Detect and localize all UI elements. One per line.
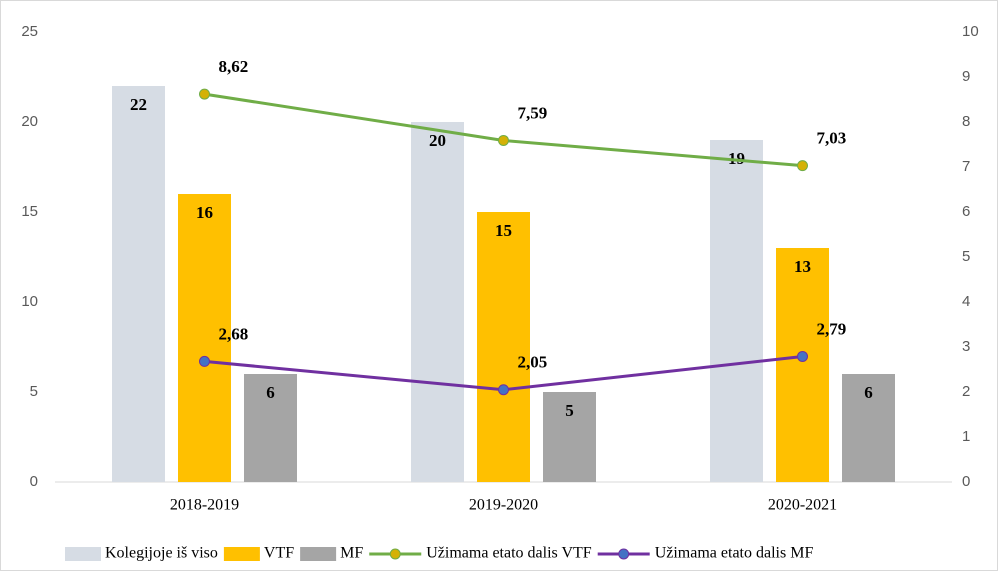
- bar-label: 6: [266, 383, 275, 402]
- legend-label: Užimama etato dalis VTF: [426, 545, 592, 562]
- legend-label: Kolegijoje iš viso: [105, 545, 218, 562]
- line-label: 2,79: [817, 319, 847, 338]
- y2-tick-label: 0: [962, 473, 970, 490]
- line-marker: [797, 350, 808, 362]
- x-tick-label: 2018-2019: [170, 497, 239, 514]
- bar-label: 13: [794, 257, 811, 276]
- y-tick-label: 10: [21, 293, 38, 310]
- bar-label: 16: [196, 203, 213, 222]
- bar: [543, 392, 596, 482]
- bar-label: 5: [565, 401, 574, 420]
- y-tick-label: 15: [21, 203, 38, 220]
- y2-tick-label: 2: [962, 383, 970, 400]
- line-marker: [199, 355, 210, 367]
- bar-label: 19: [728, 149, 745, 168]
- line-marker: [498, 134, 509, 146]
- bar: [776, 248, 829, 482]
- line-label: 2,05: [518, 353, 548, 372]
- bar-label: 20: [429, 131, 446, 150]
- bar: [477, 212, 530, 482]
- legend-swatch: [65, 547, 101, 561]
- legend-marker: [389, 548, 401, 560]
- bar: [710, 140, 763, 482]
- y2-tick-label: 10: [962, 23, 979, 40]
- y2-tick-label: 4: [962, 293, 970, 310]
- line-label: 8,62: [219, 57, 249, 76]
- y2-tick-label: 1: [962, 428, 970, 445]
- line-label: 7,59: [518, 103, 548, 122]
- y-tick-label: 20: [21, 113, 38, 130]
- y-tick-label: 5: [30, 383, 38, 400]
- legend-marker: [618, 548, 630, 560]
- y-tick-label: 25: [21, 23, 38, 40]
- legend-label: VTF: [264, 545, 294, 562]
- legend-swatch: [223, 547, 260, 561]
- x-tick-label: 2019-2020: [469, 497, 538, 514]
- y2-tick-label: 6: [962, 203, 970, 220]
- y2-tick-label: 7: [962, 158, 970, 175]
- bar-label: 15: [495, 221, 512, 240]
- bar-label: 6: [864, 383, 873, 402]
- y2-tick-label: 5: [962, 248, 970, 265]
- bar-label: 22: [130, 95, 147, 114]
- legend-swatch: [300, 547, 337, 561]
- y2-tick-label: 8: [962, 113, 970, 130]
- y2-tick-label: 9: [962, 68, 970, 85]
- line-label: 2,68: [219, 324, 249, 343]
- line-marker: [498, 384, 509, 396]
- y-tick-label: 0: [30, 473, 38, 490]
- line-marker: [199, 88, 210, 100]
- bar: [244, 374, 297, 482]
- legend-label: Užimama etato dalis MF: [655, 545, 814, 562]
- y2-tick-label: 3: [962, 338, 970, 355]
- line-label: 7,03: [817, 129, 847, 148]
- legend-label: MF: [340, 545, 363, 562]
- bar: [178, 194, 231, 482]
- bar: [842, 374, 895, 482]
- line-marker: [797, 160, 808, 172]
- bar: [411, 122, 464, 482]
- x-tick-label: 2020-2021: [768, 497, 837, 514]
- bar: [112, 86, 165, 482]
